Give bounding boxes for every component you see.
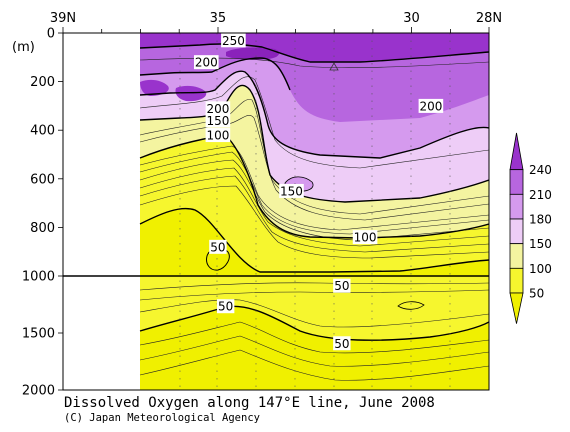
contour-label: 200 [206,102,229,116]
contour-label-bg [216,299,235,314]
contour-200 [139,70,489,159]
colorbar-level-label: 50 [529,287,544,301]
contour-label-bg [209,239,227,254]
x-tick-label: 35 [210,11,227,26]
colorbar-swatch [509,243,524,269]
oxygen-max-core [226,47,280,60]
colorbar-level-label: 210 [529,188,552,202]
colorbar-swatch [509,169,524,195]
y-tick-label: 600 [30,172,55,187]
contour-label: 50 [334,279,349,293]
plot-frame [62,32,490,391]
y-axis-tick-labels: 0 200 400 600 800 1000 1500 2000 [22,27,63,399]
credit-line: (C) Japan Meteorological Agency [64,412,260,424]
contour-label-bg [352,230,378,245]
contour-label: 150 [206,114,229,128]
contour-label-bg [418,98,444,113]
band-over-240 [140,33,489,102]
no-data-area [63,33,140,390]
contour-label: 200 [195,56,218,70]
colorbar-swatch [509,267,524,294]
contour-label-bg [279,183,304,198]
contour-200-lens [139,57,291,91]
y-tick-label: 1000 [22,270,55,285]
y-tick-label: 1500 [22,327,55,342]
contour-50-upper [139,207,489,273]
colorbar-level-label: 240 [529,163,552,177]
y-tick-label: 800 [30,221,55,236]
x-axis-tick-labels: 39N 35 30 28N [50,11,502,26]
colorbar-swatch [509,218,524,245]
colorbar-swatch [509,292,524,324]
contour-label: 200 [419,99,442,113]
contour-label-bg [205,101,231,116]
contour-label-bg [193,55,219,70]
colorbar-swatch [509,132,524,171]
contour-label: 250 [222,34,245,48]
x-tick-label: 30 [403,11,420,26]
y-tick-label: 0 [47,27,55,42]
x-tick-label: 39N [50,11,76,26]
top-tick-marks [62,27,490,33]
colorbar-level-label: 100 [529,262,552,276]
colorbar-swatch [509,193,524,220]
y-tick-label: 2000 [22,384,55,399]
contour-label: 50 [334,337,349,351]
contour-label-bg [221,33,246,48]
y-tick-label: 400 [30,124,55,139]
contour-label-bg [333,336,351,351]
colorbar-level-label: 150 [529,237,552,251]
colorbar: 240 210 180 150 100 50 [509,132,552,324]
x-tick-label: 28N [476,11,502,26]
y-tick-label: 200 [30,75,55,90]
contour-50-lower [139,305,489,341]
contour-label: 100 [206,129,229,143]
triangle-marker [329,62,339,71]
contour-label-bg [333,278,351,293]
contour-100 [139,134,489,239]
y-axis-unit: (m) [12,40,35,55]
contour-label: 50 [210,240,225,254]
contour-label: 150 [280,184,303,198]
contour-label: 100 [354,231,377,245]
contour-label: 50 [218,300,233,314]
chart-title: Dissolved Oxygen along 147°E line, June … [64,395,435,411]
colorbar-level-label: 180 [529,213,552,227]
contour-label-bg [205,113,231,128]
closed-contour-1300m [397,301,425,310]
contour-label-bg [205,128,231,143]
